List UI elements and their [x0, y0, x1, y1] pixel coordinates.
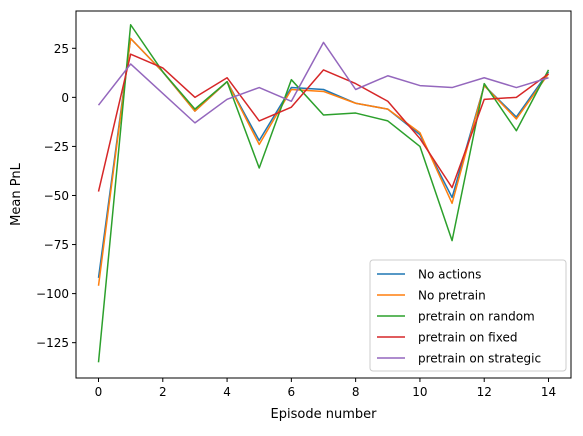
legend-box	[369, 259, 567, 372]
x-axis-label: Episode number	[271, 407, 378, 422]
series-line-pretrain-on-strategic	[97, 41, 549, 124]
y-tick-label: −100	[36, 287, 69, 301]
x-tick-label: 14	[541, 385, 556, 399]
series-line-no-actions	[97, 37, 550, 279]
legend-label-no-pretrain: No pretrain	[418, 289, 486, 303]
x-tick-label: 12	[477, 385, 492, 399]
y-tick-label: −75	[44, 238, 69, 252]
y-axis-label: Mean PnL	[9, 162, 24, 225]
y-tick-label: −25	[44, 140, 69, 154]
legend-label-pretrain-on-random: pretrain on random	[418, 310, 535, 324]
series-line-pretrain-on-random	[97, 23, 550, 363]
x-tick-label: 4	[223, 385, 231, 399]
plot-frame	[75, 10, 572, 379]
y-tick-label: −125	[36, 336, 69, 350]
legend-label-pretrain-on-strategic: pretrain on strategic	[418, 352, 541, 366]
y-tick-label: 25	[54, 42, 69, 56]
x-tick-label: 10	[412, 385, 427, 399]
x-axis-ticks: 0 2 4 6 8 10 12 14	[95, 378, 556, 399]
x-tick-label: 6	[288, 385, 296, 399]
x-tick-label: 2	[159, 385, 167, 399]
series-lines	[97, 23, 550, 363]
y-tick-label: −50	[44, 189, 69, 203]
series-line-pretrain-on-fixed	[97, 53, 549, 192]
x-tick-label: 8	[352, 385, 360, 399]
y-axis-ticks: 25 0 −25 −50 −75 −100 −125	[36, 42, 76, 350]
legend-label-pretrain-on-fixed: pretrain on fixed	[418, 331, 517, 345]
x-tick-label: 0	[95, 385, 103, 399]
y-tick-label: 0	[61, 91, 69, 105]
legend: No actions No pretrain pretrain on random p…	[369, 259, 567, 372]
legend-label-no-actions: No actions	[418, 268, 481, 282]
